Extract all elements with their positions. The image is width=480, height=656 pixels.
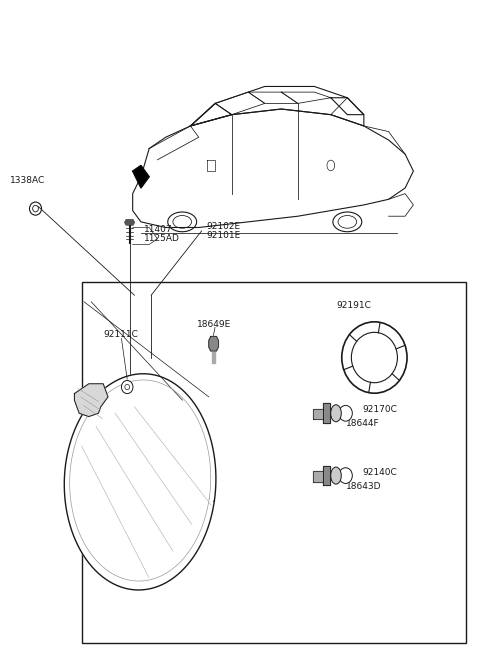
Polygon shape bbox=[74, 384, 108, 417]
Ellipse shape bbox=[339, 468, 352, 483]
Text: 1338AC: 1338AC bbox=[10, 176, 45, 185]
Polygon shape bbox=[64, 374, 216, 590]
Text: 92140C: 92140C bbox=[362, 468, 397, 477]
Ellipse shape bbox=[331, 405, 341, 422]
Ellipse shape bbox=[351, 333, 397, 382]
Ellipse shape bbox=[342, 322, 407, 393]
Text: 1125AD: 1125AD bbox=[144, 234, 180, 243]
Ellipse shape bbox=[121, 380, 133, 394]
Polygon shape bbox=[323, 466, 330, 485]
Text: 18649E: 18649E bbox=[197, 320, 231, 329]
Polygon shape bbox=[313, 471, 323, 482]
Text: 92191C: 92191C bbox=[336, 300, 371, 310]
Polygon shape bbox=[125, 220, 134, 225]
Text: 92111C: 92111C bbox=[103, 330, 138, 339]
Polygon shape bbox=[323, 403, 330, 423]
Text: 92101E: 92101E bbox=[206, 231, 240, 240]
Text: 11407: 11407 bbox=[144, 225, 173, 234]
Ellipse shape bbox=[331, 467, 341, 484]
Polygon shape bbox=[313, 409, 323, 419]
Text: 92170C: 92170C bbox=[362, 405, 397, 415]
Text: 92102E: 92102E bbox=[206, 222, 240, 231]
Ellipse shape bbox=[339, 405, 352, 421]
Text: 18643D: 18643D bbox=[346, 482, 381, 491]
Polygon shape bbox=[209, 337, 218, 351]
Polygon shape bbox=[212, 351, 215, 363]
Polygon shape bbox=[132, 165, 149, 188]
Text: 18644F: 18644F bbox=[346, 419, 379, 428]
